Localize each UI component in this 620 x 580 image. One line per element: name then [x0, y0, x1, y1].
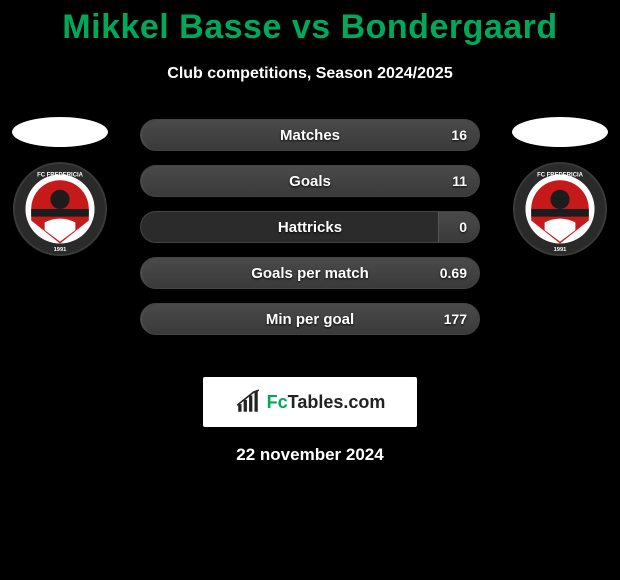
date-label: 22 november 2024 [0, 445, 620, 465]
stat-label: Goals per match [141, 258, 479, 288]
stat-row: Hattricks0 [140, 211, 480, 243]
stat-label: Goals [141, 166, 479, 196]
player-left-nameplate [12, 117, 108, 147]
stat-value: 0 [459, 212, 467, 242]
stat-value: 177 [444, 304, 467, 334]
comparison-panel: FC FREDERICIA 1991 FC FREDERICIA 1991 Ma… [0, 111, 620, 351]
chart-icon [235, 389, 261, 415]
player-right: FC FREDERICIA 1991 [510, 111, 610, 257]
svg-text:FC FREDERICIA: FC FREDERICIA [37, 172, 84, 178]
player-left-club-badge: FC FREDERICIA 1991 [12, 161, 108, 257]
stat-row: Min per goal177 [140, 303, 480, 335]
stat-value: 16 [451, 120, 467, 150]
svg-text:1991: 1991 [54, 247, 68, 253]
page-title: Mikkel Basse vs Bondergaard [0, 0, 620, 47]
stat-row: Matches16 [140, 119, 480, 151]
logo-text: FcTables.com [267, 392, 386, 413]
svg-text:1991: 1991 [554, 247, 568, 253]
stats-list: Matches16 Goals11 Hattricks0 Goals per matc… [140, 119, 480, 335]
player-right-nameplate [512, 117, 608, 147]
fctables-logo: FcTables.com [203, 377, 417, 427]
stat-label: Hattricks [141, 212, 479, 242]
player-right-club-badge: FC FREDERICIA 1991 [512, 161, 608, 257]
stat-label: Matches [141, 120, 479, 150]
stat-label: Min per goal [141, 304, 479, 334]
stat-row: Goals11 [140, 165, 480, 197]
stat-value: 0.69 [440, 258, 467, 288]
stat-value: 11 [452, 166, 467, 196]
subtitle: Club competitions, Season 2024/2025 [0, 65, 620, 83]
stat-row: Goals per match0.69 [140, 257, 480, 289]
player-left: FC FREDERICIA 1991 [10, 111, 110, 257]
svg-text:FC FREDERICIA: FC FREDERICIA [537, 172, 584, 178]
